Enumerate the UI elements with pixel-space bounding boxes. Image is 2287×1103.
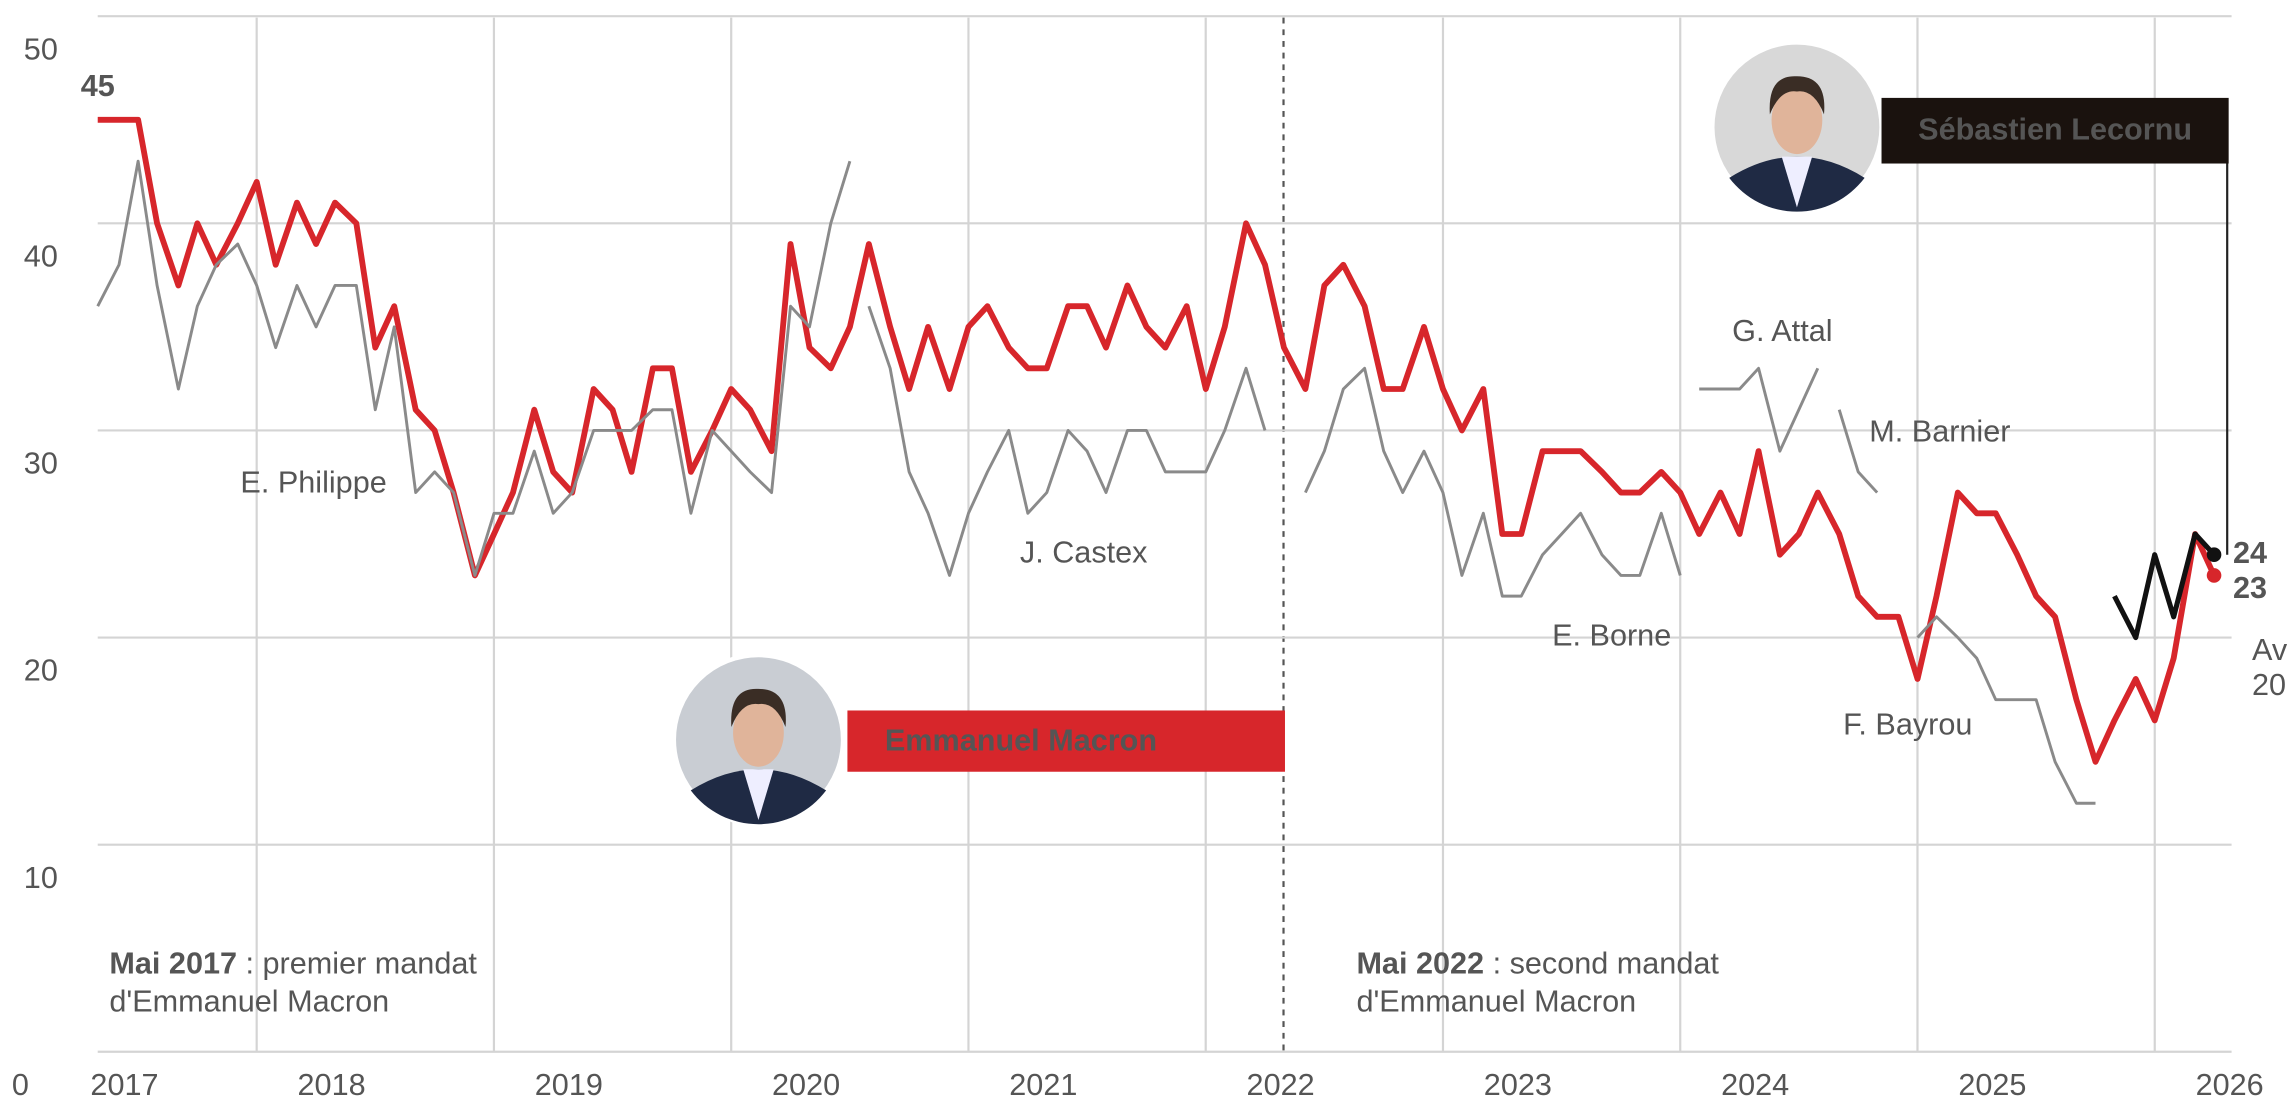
annotation-bold: Mai 2017 xyxy=(109,947,237,981)
end-date: Avril xyxy=(2252,633,2287,667)
y-tick-label: 0 xyxy=(12,1068,29,1102)
series-line xyxy=(2112,531,2216,641)
series-label: E. Philippe xyxy=(240,466,386,500)
value-label: 23 xyxy=(2233,571,2267,605)
x-tick-label: 2019 xyxy=(535,1068,603,1102)
series-label: G. Attal xyxy=(1732,314,1832,348)
x-tick-label: 2018 xyxy=(298,1068,366,1102)
y-tick-label: 30 xyxy=(24,447,58,481)
photo-hair xyxy=(1769,76,1825,115)
y-tick-label: 50 xyxy=(24,32,58,66)
series-line xyxy=(867,305,1267,577)
series-line xyxy=(1837,409,1879,494)
y-tick-label: 40 xyxy=(24,239,58,273)
x-tick-label: 2017 xyxy=(90,1068,158,1102)
end-dot xyxy=(2206,568,2222,583)
y-tick-label: 20 xyxy=(24,654,58,688)
photo-shirt xyxy=(1781,156,1813,208)
annotation: d'Emmanuel Macron xyxy=(1356,985,1636,1019)
series-label: Emmanuel Macron xyxy=(885,724,1157,758)
x-tick-label: 2026 xyxy=(2196,1068,2264,1102)
series-label: Sébastien Lecornu xyxy=(1918,113,2192,147)
photo-shirt xyxy=(743,769,774,821)
series-label: M. Barnier xyxy=(1869,414,2010,448)
annotation: d'Emmanuel Macron xyxy=(109,985,389,1019)
annotation-text: : premier mandat xyxy=(237,947,477,981)
x-tick-label: 2022 xyxy=(1247,1068,1315,1102)
x-tick-label: 2021 xyxy=(1009,1068,1077,1102)
series-label: E. Borne xyxy=(1552,619,1671,653)
x-tick-label: 2023 xyxy=(1484,1068,1552,1102)
annotation: Mai 2022 : second mandat xyxy=(1356,947,1719,981)
series-line xyxy=(1304,366,1682,598)
x-tick-label: 2024 xyxy=(1721,1068,1789,1102)
annotation-text: : second mandat xyxy=(1484,947,1719,981)
series-label: F. Bayrou xyxy=(1843,708,1972,742)
end-date: 2026 xyxy=(2252,668,2287,702)
annotation: Mai 2017 : premier mandat xyxy=(109,947,477,981)
annotation-bold: Mai 2022 xyxy=(1356,947,1484,981)
x-tick-label: 2025 xyxy=(1958,1068,2026,1102)
series-line xyxy=(96,159,852,577)
photo-face xyxy=(1771,86,1823,155)
x-tick-label: 2020 xyxy=(772,1068,840,1102)
series-line xyxy=(97,116,2217,765)
value-label: 24 xyxy=(2233,536,2267,570)
series-label: J. Castex xyxy=(1020,536,1148,570)
photo-hair xyxy=(731,688,786,727)
series-line xyxy=(1916,615,2096,805)
value-label: 45 xyxy=(81,69,115,103)
name-box xyxy=(847,710,1285,772)
photo-face xyxy=(733,699,784,767)
y-tick-label: 10 xyxy=(24,861,58,895)
series-line xyxy=(1699,366,1820,453)
name-box xyxy=(1881,97,2229,164)
end-dot xyxy=(2206,547,2222,563)
